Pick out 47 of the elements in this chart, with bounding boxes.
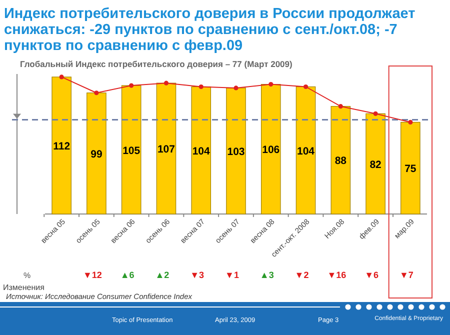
chart-title: Индекс потребительского доверия в России продолжает снижаться: -29 пунктов по сравнению с сент./окт.08; -7 пунктов по сравнению с февр.09 [4, 6, 416, 54]
text: ▼2 [294, 270, 309, 280]
point [129, 83, 134, 88]
point [268, 82, 274, 87]
text: ▼16 [327, 270, 346, 280]
bar [226, 88, 246, 214]
bar [86, 92, 106, 214]
bar [400, 122, 420, 214]
data-label: 88 [334, 155, 347, 168]
point [303, 84, 308, 90]
text: % [23, 271, 31, 280]
bar [191, 86, 212, 214]
point [94, 90, 99, 96]
text: ▲3 [260, 270, 274, 280]
bar [330, 106, 351, 214]
bar [260, 84, 281, 214]
point [234, 86, 238, 90]
data-label: 104 [192, 145, 210, 158]
data-label: 106 [262, 144, 280, 156]
text: ▼6 [364, 270, 379, 280]
point [59, 74, 64, 80]
data-label: 99 [90, 148, 102, 160]
bar [52, 76, 72, 214]
point [373, 111, 378, 116]
text: Изменения [3, 283, 44, 292]
text: ▲6 [120, 270, 134, 280]
point [198, 84, 204, 90]
text: ▼1 [225, 270, 239, 280]
data-label: 104 [297, 145, 315, 158]
point [164, 80, 169, 86]
point [408, 120, 413, 125]
data-label: 75 [404, 163, 416, 176]
data-label: 112 [53, 140, 70, 152]
data-label: 107 [157, 144, 176, 156]
text: ▲2 [155, 270, 170, 280]
chart-subtitle: Глобальный Индекс потребительского доверия – 77 (Март 2009) [20, 59, 292, 69]
bar [366, 113, 386, 214]
data-label: 103 [227, 146, 245, 158]
bar [156, 82, 176, 214]
point [338, 104, 343, 109]
text: ▼3 [190, 270, 204, 280]
data-label: 105 [122, 144, 140, 157]
text: ▼12 [82, 270, 102, 280]
text: ▼7 [399, 270, 414, 280]
bar [121, 85, 142, 214]
data-label: 82 [370, 158, 382, 171]
bar [296, 86, 316, 214]
